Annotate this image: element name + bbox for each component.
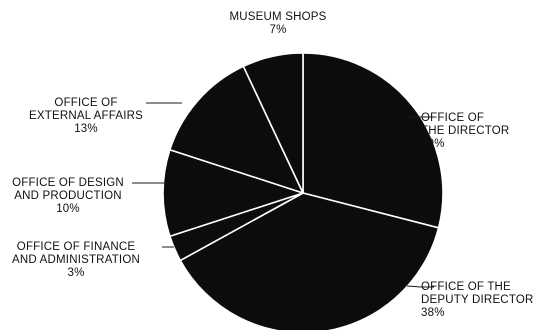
slice-label-4: AND PRODUCTION	[14, 190, 122, 202]
pie-slices	[162, 52, 444, 330]
leader-lines	[132, 102, 434, 288]
slice-label-1: THE DIRECTOR	[421, 125, 509, 137]
pie-slice-2	[179, 192, 440, 330]
slice-label-5: EXTERNAL AFFAIRS	[29, 110, 143, 122]
slice-label-4: OFFICE OF DESIGN	[12, 177, 124, 189]
pie-slice-5	[168, 65, 305, 195]
slice-label-2: OFFICE OF THE	[421, 281, 511, 293]
slice-percent-6: 7%	[269, 24, 286, 36]
slice-label-2: DEPUTY DIRECTOR	[421, 294, 533, 306]
slice-label-3: AND ADMINISTRATION	[12, 254, 140, 266]
slice-label-6: MUSEUM SHOPS	[230, 11, 327, 23]
slice-label-3: OFFICE OF FINANCE	[17, 241, 136, 253]
pie-slice-6	[242, 52, 304, 194]
slice-label-1: OFFICE OF	[421, 112, 484, 124]
slice-percent-3: 3%	[67, 267, 84, 279]
pie-slice-1	[302, 52, 444, 229]
slice-label-5: OFFICE OF	[54, 97, 117, 109]
slice-percent-5: 13%	[74, 123, 98, 135]
slice-percent-1: 29%	[421, 138, 445, 150]
slice-percent-2: 38%	[421, 307, 445, 319]
leader-line-2	[406, 285, 434, 288]
pie-slice-4	[162, 148, 306, 238]
slice-percent-4: 10%	[56, 203, 80, 215]
